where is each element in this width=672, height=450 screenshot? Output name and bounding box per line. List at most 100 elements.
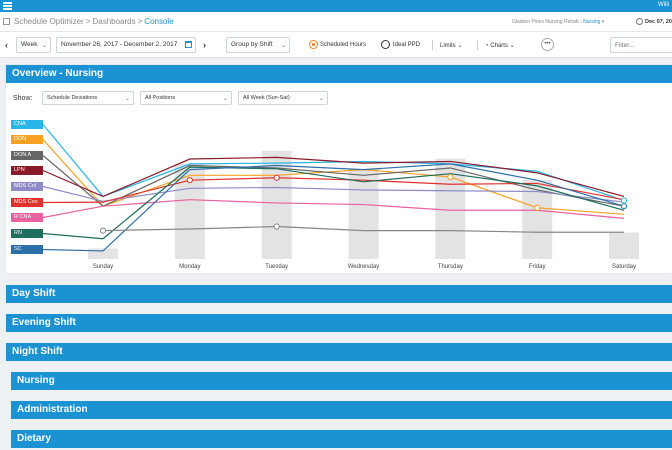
breadcrumb-console: Console [144,17,174,26]
legend-connector [42,248,104,252]
facility-name: Gladwin Pines Nursing Rehab [512,19,579,25]
legend-item-r-cna[interactable]: R CNA [11,213,43,222]
date-range-value: November 26, 2017 - December 2, 2017 [61,41,178,48]
data-point[interactable] [620,203,628,210]
section-dietary[interactable]: Dietary [11,430,672,448]
breadcrumb-separator: > [85,17,91,26]
charts-dropdown[interactable]: ◔ Charts ⌄ [485,43,515,49]
x-tick-label: Saturday [612,264,636,270]
legend-item-don-a[interactable]: DON A [11,151,43,160]
period-value: Week [21,41,38,48]
legend-connector [42,139,104,207]
section-nursing[interactable]: Nursing [11,372,672,390]
positions-select[interactable]: All Positions ⌄ [140,91,232,105]
prev-week-arrow-icon[interactable]: ‹ [5,40,8,50]
data-point[interactable] [273,223,280,230]
breadcrumb-bar: Schedule Optimizer > Dashboards > Consol… [0,12,672,32]
legend-item-rn[interactable]: RN [11,229,43,238]
bar-sunday[interactable] [88,248,118,259]
filter-input[interactable] [610,37,672,53]
series-line-don-a[interactable] [102,164,625,207]
series-line-cna[interactable] [102,160,625,202]
breadcrumb-schedule-optimizer[interactable]: Schedule Optimizer [14,17,84,26]
series-line-rn[interactable] [102,166,625,240]
facility-unit[interactable]: Nursing [583,19,601,25]
legend-connector [42,124,104,197]
scheduled-hours-label: Scheduled Hours [320,42,367,48]
data-point[interactable] [273,174,280,181]
legend-item-mds-coo[interactable]: MDS Coo [11,198,43,207]
series-line-sc[interactable] [102,163,625,252]
section-administration[interactable]: Administration [11,401,672,419]
date-range-picker[interactable]: November 26, 2017 - December 2, 2017 [56,37,196,53]
data-point[interactable] [447,173,454,181]
limits-label: Limits [440,43,456,49]
metric-value: Schedule Deviations [47,95,98,101]
week-select[interactable]: All Week (Sun-Sat) ⌄ [238,91,328,105]
x-tick-label: Friday [529,264,546,270]
facility-selector[interactable]: Gladwin Pines Nursing Rehab › Nursing ▾ [512,19,605,25]
legend-item-mds-col[interactable]: MDS Col [11,182,43,191]
chevron-down-icon: ⌄ [222,96,228,102]
bar-saturday[interactable] [609,232,639,259]
x-tick-label: Wednesday [348,264,380,270]
limits-dropdown[interactable]: Limits ⌄ [440,43,463,49]
data-point[interactable] [620,197,628,204]
user-name[interactable]: Willi [658,2,669,8]
chevron-down-icon: ⌄ [41,43,47,49]
charts-label: Charts [490,43,508,49]
x-tick-label: Thursday [438,264,463,270]
series-line-mds-col[interactable] [102,186,625,203]
bar-wednesday[interactable] [348,169,379,259]
period-select[interactable]: Week ⌄ [16,37,51,53]
section-night-shift[interactable]: Night Shift [6,343,672,361]
metric-select[interactable]: Schedule Deviations ⌄ [42,91,134,105]
scheduled-hours-radio[interactable] [309,40,318,49]
legend-connector [42,205,104,219]
overview-panel: Overview - Nursing Show: Schedule Deviat… [6,65,672,273]
chevron-down-icon: ⌄ [280,43,286,49]
bar-tuesday[interactable] [261,150,292,259]
header-date: Dec 07, 20 [645,19,672,25]
ideal-ppd-label: Ideal PPD [393,42,421,48]
legend-connector [42,232,104,240]
data-point[interactable] [534,204,541,211]
legend-item-sc[interactable]: SC [11,245,43,254]
legend-item-don[interactable]: DON [11,135,43,144]
breadcrumb: Schedule Optimizer > Dashboards > Consol… [3,17,174,26]
week-value: All Week (Sun-Sat) [243,95,290,101]
breadcrumb-separator: > [137,17,143,26]
calendar-icon[interactable] [185,41,192,48]
chevron-down-icon: ⌄ [124,96,130,102]
clock-icon [636,18,643,25]
chevron-down-icon: ⌄ [318,96,324,102]
show-label: Show: [13,95,33,102]
x-tick-label: Monday [179,264,200,270]
series-line-9[interactable] [102,225,624,233]
breadcrumb-dashboards[interactable]: Dashboards [92,17,136,26]
legend-item-lpn[interactable]: LPN [11,166,43,175]
home-icon[interactable] [3,18,10,25]
x-tick-label: Sunday [93,264,113,270]
series-line-lpn[interactable] [102,156,625,198]
positions-value: All Positions [145,95,175,101]
legend-item-cna[interactable]: CNA [11,120,43,129]
toolbar: ‹ Week ⌄ November 26, 2017 - December 2,… [0,32,672,58]
top-bar: Willi [0,0,672,12]
divider [477,40,478,50]
legend-connector [42,169,104,197]
overview-title[interactable]: Overview - Nursing [6,65,672,83]
section-evening-shift[interactable]: Evening Shift [6,314,672,332]
divider [432,40,433,50]
group-by-select[interactable]: Group by Shift ⌄ [226,37,290,53]
data-point[interactable] [186,177,193,184]
menu-icon[interactable] [3,2,12,10]
section-day-shift[interactable]: Day Shift [6,285,672,303]
legend-connector [42,185,104,202]
data-point[interactable] [99,227,107,234]
more-options-button[interactable]: ••• [541,38,554,51]
legend-connector [42,155,104,207]
group-by-value: Group by Shift [231,41,273,48]
ideal-ppd-radio[interactable] [381,40,390,49]
next-week-arrow-icon[interactable]: › [203,40,206,50]
